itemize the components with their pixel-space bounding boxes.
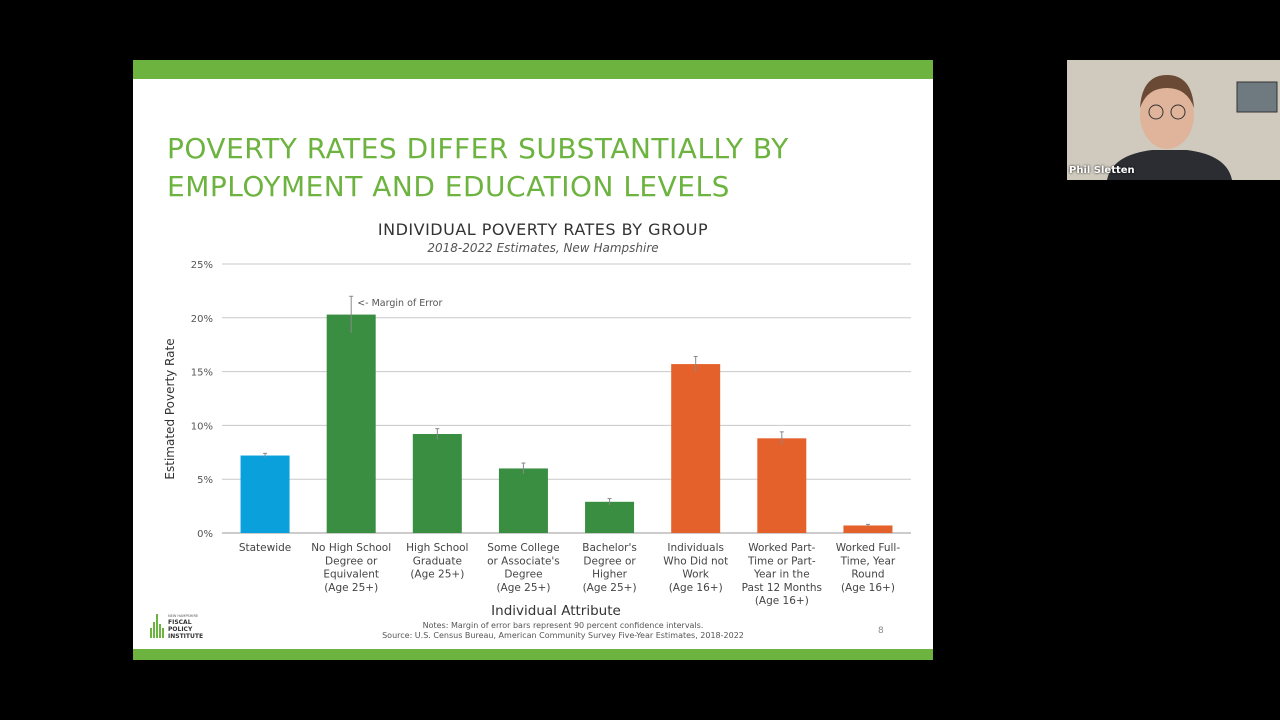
x-axis-label: Individual Attribute (491, 603, 621, 619)
x-tick-label: (Age 16+) (755, 595, 809, 607)
y-tick-label: 0% (197, 529, 213, 540)
x-tick-label: Individuals (667, 542, 724, 554)
x-tick-label: (Age 25+) (410, 569, 464, 581)
x-tick-label: (Age 16+) (841, 582, 895, 594)
x-tick-label: Higher (592, 569, 628, 581)
chart-title: INDIVIDUAL POVERTY RATES BY GROUP (377, 220, 709, 239)
x-tick-label: Time, Year (840, 555, 896, 567)
slide-bottom-bar (133, 649, 933, 660)
bar (585, 501, 635, 533)
slide-title: POVERTY RATES DIFFER SUBSTANTIALLY BY EM… (167, 132, 789, 203)
x-tick-label: Year in the (753, 569, 810, 581)
bar (326, 314, 376, 533)
x-tick-label: Worked Part- (748, 542, 815, 554)
presentation-slide: POVERTY RATES DIFFER SUBSTANTIALLY BY EM… (133, 60, 933, 660)
svg-text:INSTITUTE: INSTITUTE (168, 633, 203, 640)
chart-subtitle: 2018-2022 Estimates, New Hampshire (427, 241, 659, 255)
bar (757, 438, 807, 533)
x-tick-label: Equivalent (323, 569, 379, 581)
y-tick-label: 5% (197, 475, 213, 486)
y-tick-label: 20% (191, 314, 213, 325)
y-tick-label: 10% (191, 421, 213, 432)
bar (498, 468, 548, 533)
bar (671, 364, 721, 533)
x-tick-label: No High School (311, 542, 391, 554)
x-tick-label: Round (851, 569, 884, 581)
participant-video-tile[interactable]: Phil Sletten (1067, 60, 1280, 180)
x-tick-label: Bachelor's (582, 542, 637, 554)
participant-name: Phil Sletten (1069, 165, 1135, 176)
svg-text:NEW HAMPSHIRE: NEW HAMPSHIRE (168, 614, 198, 618)
x-tick-label: (Age 25+) (324, 582, 378, 594)
source-text: Source: U.S. Census Bureau, American Com… (382, 631, 744, 640)
bar-chart: 0%5%10%15%20%25%Statewide No High SchoolD… (163, 260, 911, 619)
x-tick-label: (Age 25+) (583, 582, 637, 594)
bar (412, 434, 462, 533)
svg-text:POLICY: POLICY (168, 626, 193, 633)
margin-of-error-annotation: <- Margin of Error (357, 298, 442, 309)
page-number: 8 (878, 626, 884, 636)
x-tick-label: Graduate (413, 555, 462, 567)
x-tick-label: Who Did not (663, 555, 728, 567)
slide-top-bar (133, 60, 933, 79)
y-tick-label: 25% (191, 260, 213, 271)
chart-notes: Notes: Margin of error bars represent 90… (313, 621, 813, 641)
x-tick-label: Work (682, 569, 710, 581)
bar (843, 525, 893, 533)
y-tick-label: 15% (191, 368, 213, 379)
x-tick-label: Some College (487, 542, 559, 554)
y-axis-label: Estimated Poverty Rate (163, 338, 177, 479)
fiscal-policy-institute-logo: NEW HAMPSHIRE FISCAL POLICY INSTITUTE (150, 614, 203, 640)
x-tick-label: Past 12 Months (742, 582, 822, 594)
x-tick-label: or Associate's (487, 555, 560, 567)
x-tick-label: Worked Full- (836, 542, 901, 554)
participant-video (1067, 60, 1280, 180)
x-tick-label: Degree (504, 569, 542, 581)
x-tick-label: (Age 16+) (669, 582, 723, 594)
svg-text:FISCAL: FISCAL (168, 619, 192, 626)
x-tick-label: Statewide (239, 542, 291, 554)
notes-text: Notes: Margin of error bars represent 90… (422, 621, 704, 630)
x-tick-label: Time or Part- (747, 555, 816, 567)
x-tick-label: (Age 25+) (496, 582, 550, 594)
bar (240, 455, 290, 533)
x-tick-label: High School (406, 542, 468, 554)
x-tick-label: Degree or (583, 555, 636, 567)
x-tick-label: Degree or (325, 555, 378, 567)
